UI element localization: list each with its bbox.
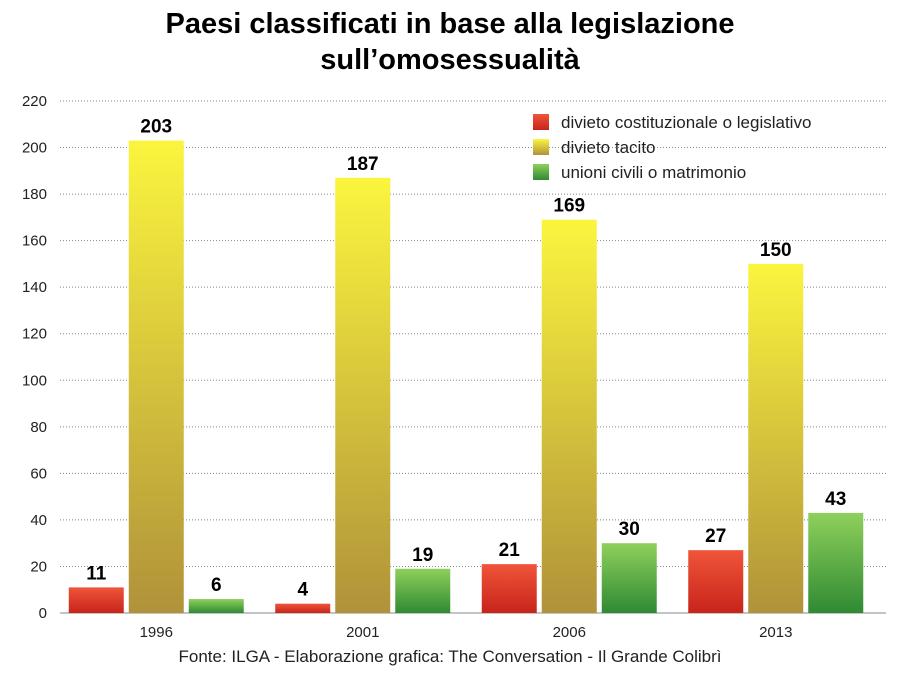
legend-swatch [533,139,549,155]
chart-title-line-1: Paesi classificati in base alla legislaz… [165,8,735,40]
y-axis-ticks: 0 20 40 60 80 100 120 140 160 180 200 220 [22,93,47,622]
y-tick-label: 160 [22,233,47,250]
bar-value-label: 169 [553,196,585,217]
y-tick-label: 40 [30,512,47,529]
legend: divieto costituzionale o legislativo divi… [533,113,811,182]
bar-value-label: 11 [86,563,107,584]
y-tick-label: 20 [30,558,47,575]
bar [748,263,804,613]
bar-value-label: 150 [760,240,792,261]
x-tick-label: 2013 [759,624,792,641]
chart-title: Paesi classificati in base alla legislaz… [0,6,900,78]
x-axis-ticks: 1996 2001 2006 2013 [140,624,793,641]
bar [128,140,184,613]
y-tick-label: 140 [22,279,47,296]
y-tick-label: 0 [39,605,47,622]
bar [481,564,537,613]
bar [395,568,451,613]
bar-value-label: 30 [619,519,640,540]
bar-value-label: 203 [140,117,172,138]
legend-label: divieto costituzionale o legislativo [561,113,811,132]
x-tick-label: 2006 [553,624,586,641]
y-tick-label: 100 [22,372,47,389]
bar-value-label: 6 [211,575,222,596]
bar-value-label: 19 [412,545,433,566]
chart-title-line-2: sull’omosessualità [320,44,580,76]
bar-value-label: 27 [705,526,726,547]
y-tick-label: 120 [22,326,47,343]
bar-value-label: 187 [347,154,379,175]
bar [335,177,391,614]
bar-value-label: 4 [297,580,308,601]
value-labels: 11 203 6 4 187 19 21 169 30 27 150 43 [86,117,846,601]
bar [808,512,864,613]
y-tick-label: 200 [22,140,47,157]
y-tick-label: 180 [22,186,47,203]
legend-label: unioni civili o matrimonio [561,163,746,182]
legend-swatch [533,114,549,130]
y-tick-label: 60 [30,465,47,482]
x-tick-label: 2001 [346,624,379,641]
y-tick-label: 80 [30,419,47,436]
bar [188,599,244,613]
legend-label: divieto tacito [561,138,656,157]
bars [68,140,864,614]
bar-value-label: 43 [825,489,846,510]
x-tick-label: 1996 [140,624,173,641]
bar-value-label: 21 [499,540,521,561]
bar [541,219,597,613]
source-note: Fonte: ILGA - Elaborazione grafica: The … [178,647,722,666]
legend-swatch [533,164,549,180]
y-tick-label: 220 [22,93,47,110]
bar [601,543,657,613]
bar [688,550,744,613]
bar [275,603,331,613]
bar [68,587,124,613]
